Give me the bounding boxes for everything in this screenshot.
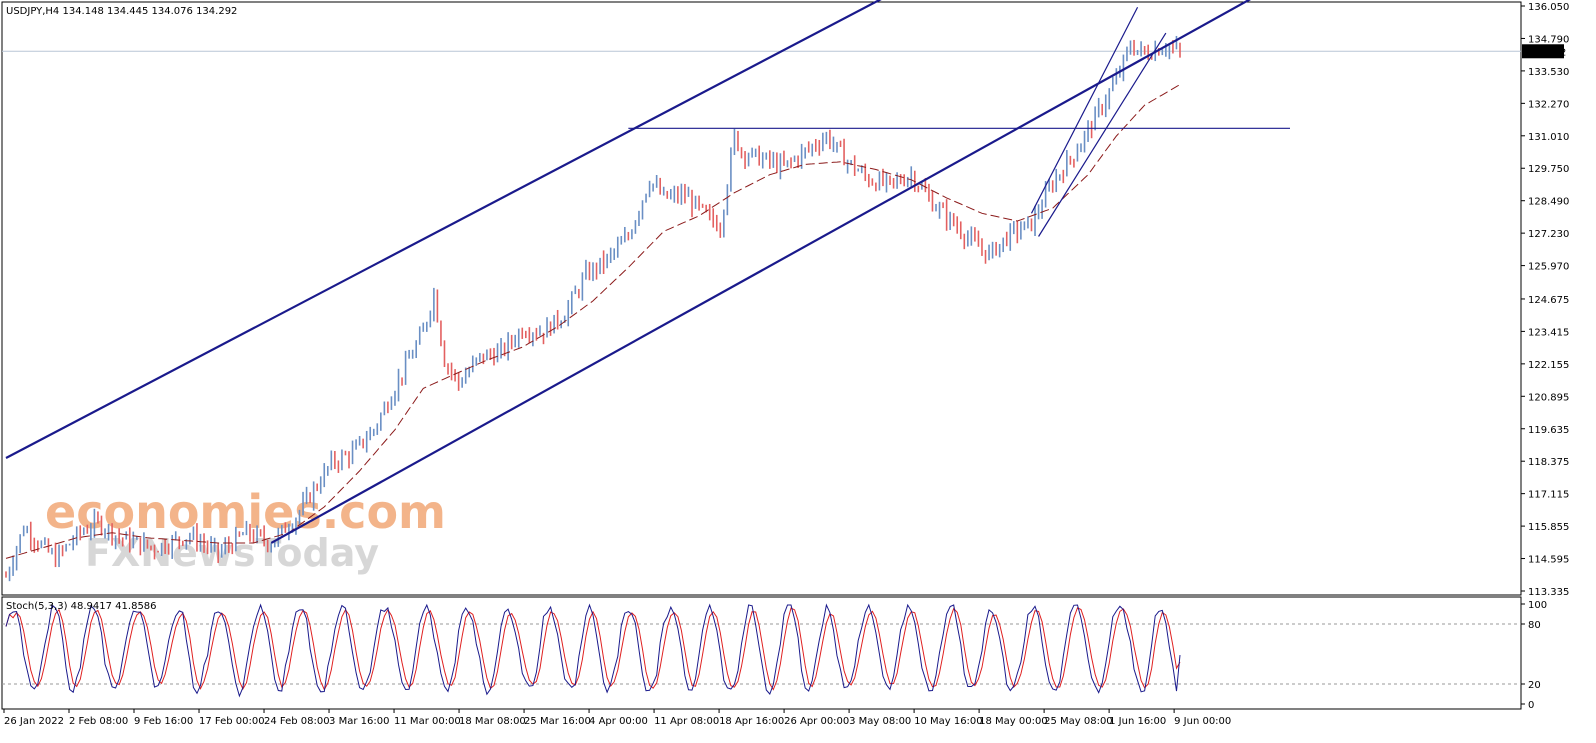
moving-average-line xyxy=(5,84,1181,559)
time-tick-label: 9 Jun 00:00 xyxy=(1174,716,1231,727)
price-tick-label: 132.270 xyxy=(1528,99,1569,110)
price-tick-label: 128.490 xyxy=(1528,197,1569,208)
price-tick-label: 127.230 xyxy=(1528,229,1569,240)
trendline-rising-channel-lower xyxy=(1038,32,1167,237)
stoch-main-line xyxy=(5,603,1181,698)
price-tick-label: 124.675 xyxy=(1528,295,1569,306)
moving-average-layer xyxy=(5,84,1181,559)
stoch-tick-label: 100 xyxy=(1528,600,1547,611)
price-axis: 136.050 134.790 133.530 132.270 131.010 129.7… xyxy=(1521,2,1569,598)
time-tick-label: 18 Apr 16:00 xyxy=(719,716,784,727)
time-tick-label: 11 Apr 08:00 xyxy=(654,716,719,727)
price-tick-label: 129.750 xyxy=(1528,164,1569,175)
stochastic-layer xyxy=(2,603,1521,698)
time-tick-label: 24 Feb 08:00 xyxy=(264,716,330,727)
price-tick-label: 115.855 xyxy=(1528,522,1569,533)
time-tick-label: 11 Mar 00:00 xyxy=(394,716,461,727)
time-tick-label: 3 Mar 16:00 xyxy=(329,716,389,727)
price-tick-label: 125.970 xyxy=(1528,262,1569,273)
time-axis: 26 Jan 2022 2 Feb 08:00 9 Feb 16:00 17 Feb … xyxy=(3,709,1231,727)
price-tick-label: 123.415 xyxy=(1528,327,1569,338)
main-pane xyxy=(1,1,1522,596)
price-tick-label: 119.635 xyxy=(1528,425,1569,436)
time-tick-label: 3 May 08:00 xyxy=(849,716,911,727)
time-tick-label: 17 Feb 00:00 xyxy=(199,716,265,727)
price-tick-label: 114.595 xyxy=(1528,555,1569,566)
time-tick-label: 25 Mar 16:00 xyxy=(524,716,591,727)
time-tick-label: 26 Apr 00:00 xyxy=(784,716,849,727)
price-tick-label: 136.050 xyxy=(1528,2,1569,13)
time-tick-label: 26 Jan 2022 xyxy=(4,716,64,727)
time-tick-label: 10 May 16:00 xyxy=(914,716,983,727)
stoch-tick-label: 80 xyxy=(1528,620,1541,631)
price-tick-label: 122.155 xyxy=(1528,360,1569,371)
time-tick-label: 9 Feb 16:00 xyxy=(134,716,193,727)
time-tick-label: 4 Apr 00:00 xyxy=(589,716,648,727)
stoch-pane xyxy=(1,596,1522,710)
price-tick-label: 113.335 xyxy=(1528,587,1569,598)
time-tick-label: 18 Mar 08:00 xyxy=(459,716,526,727)
candles-layer xyxy=(5,35,1181,582)
price-tick-label: 120.895 xyxy=(1528,392,1569,403)
price-tick-label: 131.010 xyxy=(1528,132,1569,143)
time-tick-label: 2 Feb 08:00 xyxy=(69,716,128,727)
price-tick-label: 133.530 xyxy=(1528,67,1569,78)
price-tick-label: 117.115 xyxy=(1528,490,1569,501)
price-tick-label: 134.790 xyxy=(1528,34,1569,45)
time-tick-label: 25 May 08:00 xyxy=(1044,716,1113,727)
stoch-tick-label: 0 xyxy=(1528,700,1534,711)
price-tick-label: 118.375 xyxy=(1528,457,1569,468)
current-price-box xyxy=(1522,44,1564,59)
current-price-label: 134.292 xyxy=(1525,47,1566,58)
stoch-tick-label: 20 xyxy=(1528,680,1541,691)
trendline-channel-upper xyxy=(5,0,882,459)
time-tick-label: 1 Jun 16:00 xyxy=(1109,716,1166,727)
stoch-axis: 100 80 20 0 xyxy=(1521,600,1547,711)
trendline-rising-channel-upper xyxy=(1030,7,1139,214)
stoch-signal-line xyxy=(5,607,1181,691)
trendline-channel-lower xyxy=(270,0,1252,544)
trendlines-layer xyxy=(5,0,1290,544)
chart-header: USDJPY,H4 134.148 134.445 134.076 134.29… xyxy=(6,6,237,17)
time-tick-label: 18 May 00:00 xyxy=(979,716,1048,727)
stoch-header: Stoch(5,3,3) 48.9417 41.8586 xyxy=(6,601,157,612)
